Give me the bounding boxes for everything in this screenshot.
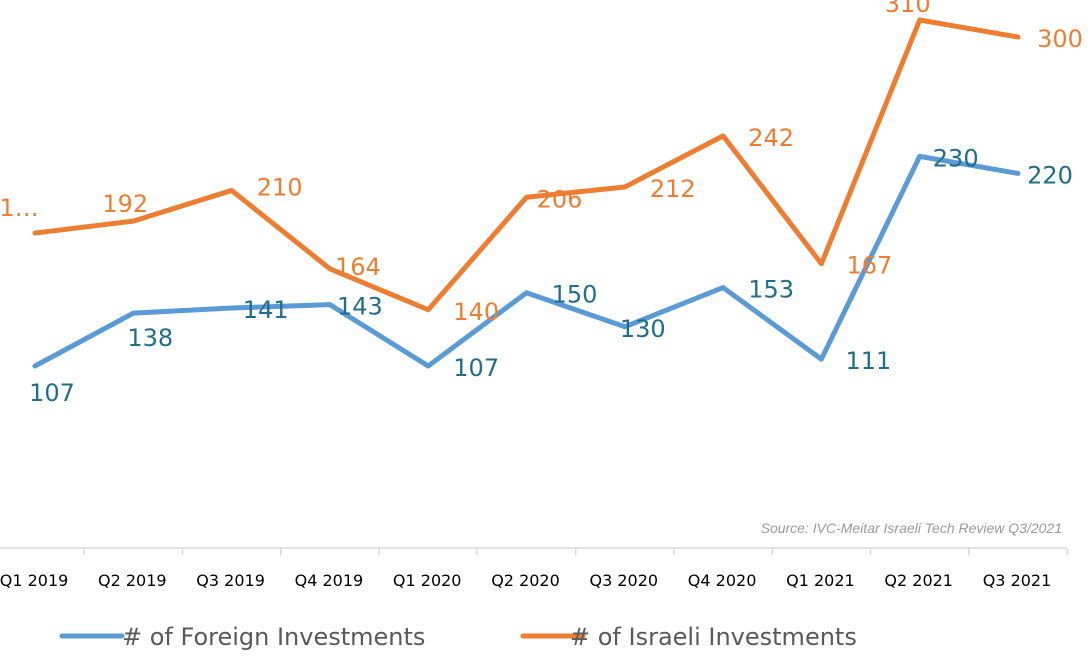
data-label: 107 bbox=[453, 354, 499, 382]
data-label: 138 bbox=[127, 324, 173, 352]
x-tick-label: Q2 2020 bbox=[491, 571, 560, 590]
legend-label-foreign: # of Foreign Investments bbox=[122, 623, 425, 651]
data-label: 212 bbox=[650, 175, 696, 203]
data-label: 107 bbox=[29, 379, 75, 407]
data-label: 210 bbox=[257, 173, 303, 201]
x-tick-label: Q1 2021 bbox=[786, 571, 855, 590]
series-line-israeli bbox=[32, 17, 1021, 313]
data-label: 300 bbox=[1037, 25, 1083, 53]
x-tick-label: Q3 2019 bbox=[196, 571, 265, 590]
data-label: 220 bbox=[1027, 161, 1073, 189]
data-label: 111 bbox=[845, 347, 891, 375]
x-tick-label: Q2 2019 bbox=[98, 571, 167, 590]
data-label: 167 bbox=[846, 252, 892, 280]
data-label: 130 bbox=[620, 315, 666, 343]
data-label: 206 bbox=[537, 185, 583, 213]
data-label: 164 bbox=[335, 253, 381, 281]
x-tick-label: Q1 2019 bbox=[0, 571, 68, 590]
x-tick-labels: Q1 2019 Q2 2019 Q3 2019 Q4 2019 Q1 2020 Q2 20… bbox=[0, 571, 1051, 590]
legend-label-israeli: # of Israeli Investments bbox=[570, 623, 857, 651]
x-tick-label: Q1 2020 bbox=[393, 571, 462, 590]
data-label: 242 bbox=[748, 124, 794, 152]
legend: # of Foreign Investments # of Israeli Inv… bbox=[59, 623, 857, 651]
x-tick-label: Q2 2021 bbox=[884, 571, 953, 590]
x-tick-label: Q3 2021 bbox=[983, 571, 1052, 590]
x-tick-label: Q4 2020 bbox=[688, 571, 757, 590]
data-label: 310 bbox=[885, 0, 931, 18]
data-label: 141 bbox=[243, 296, 289, 324]
data-label: 140 bbox=[453, 298, 499, 326]
data-label: 1… bbox=[0, 194, 39, 222]
series-lines bbox=[32, 17, 1021, 369]
x-tick-label: Q4 2019 bbox=[295, 571, 364, 590]
source-note: Source: IVC-Meitar Israeli Tech Review Q… bbox=[761, 520, 1062, 536]
x-ticks bbox=[83, 548, 1068, 555]
series-line-foreign bbox=[32, 153, 1021, 369]
data-labels: 107 138 141 143 107 150 130 153 111 230 220 1… 192 21… bbox=[0, 0, 1083, 407]
data-label: 153 bbox=[748, 276, 794, 304]
data-label: 143 bbox=[337, 293, 383, 321]
data-label: 192 bbox=[102, 190, 148, 218]
data-label: 230 bbox=[933, 144, 979, 172]
x-tick-label: Q3 2020 bbox=[590, 571, 659, 590]
data-label: 150 bbox=[552, 281, 598, 309]
